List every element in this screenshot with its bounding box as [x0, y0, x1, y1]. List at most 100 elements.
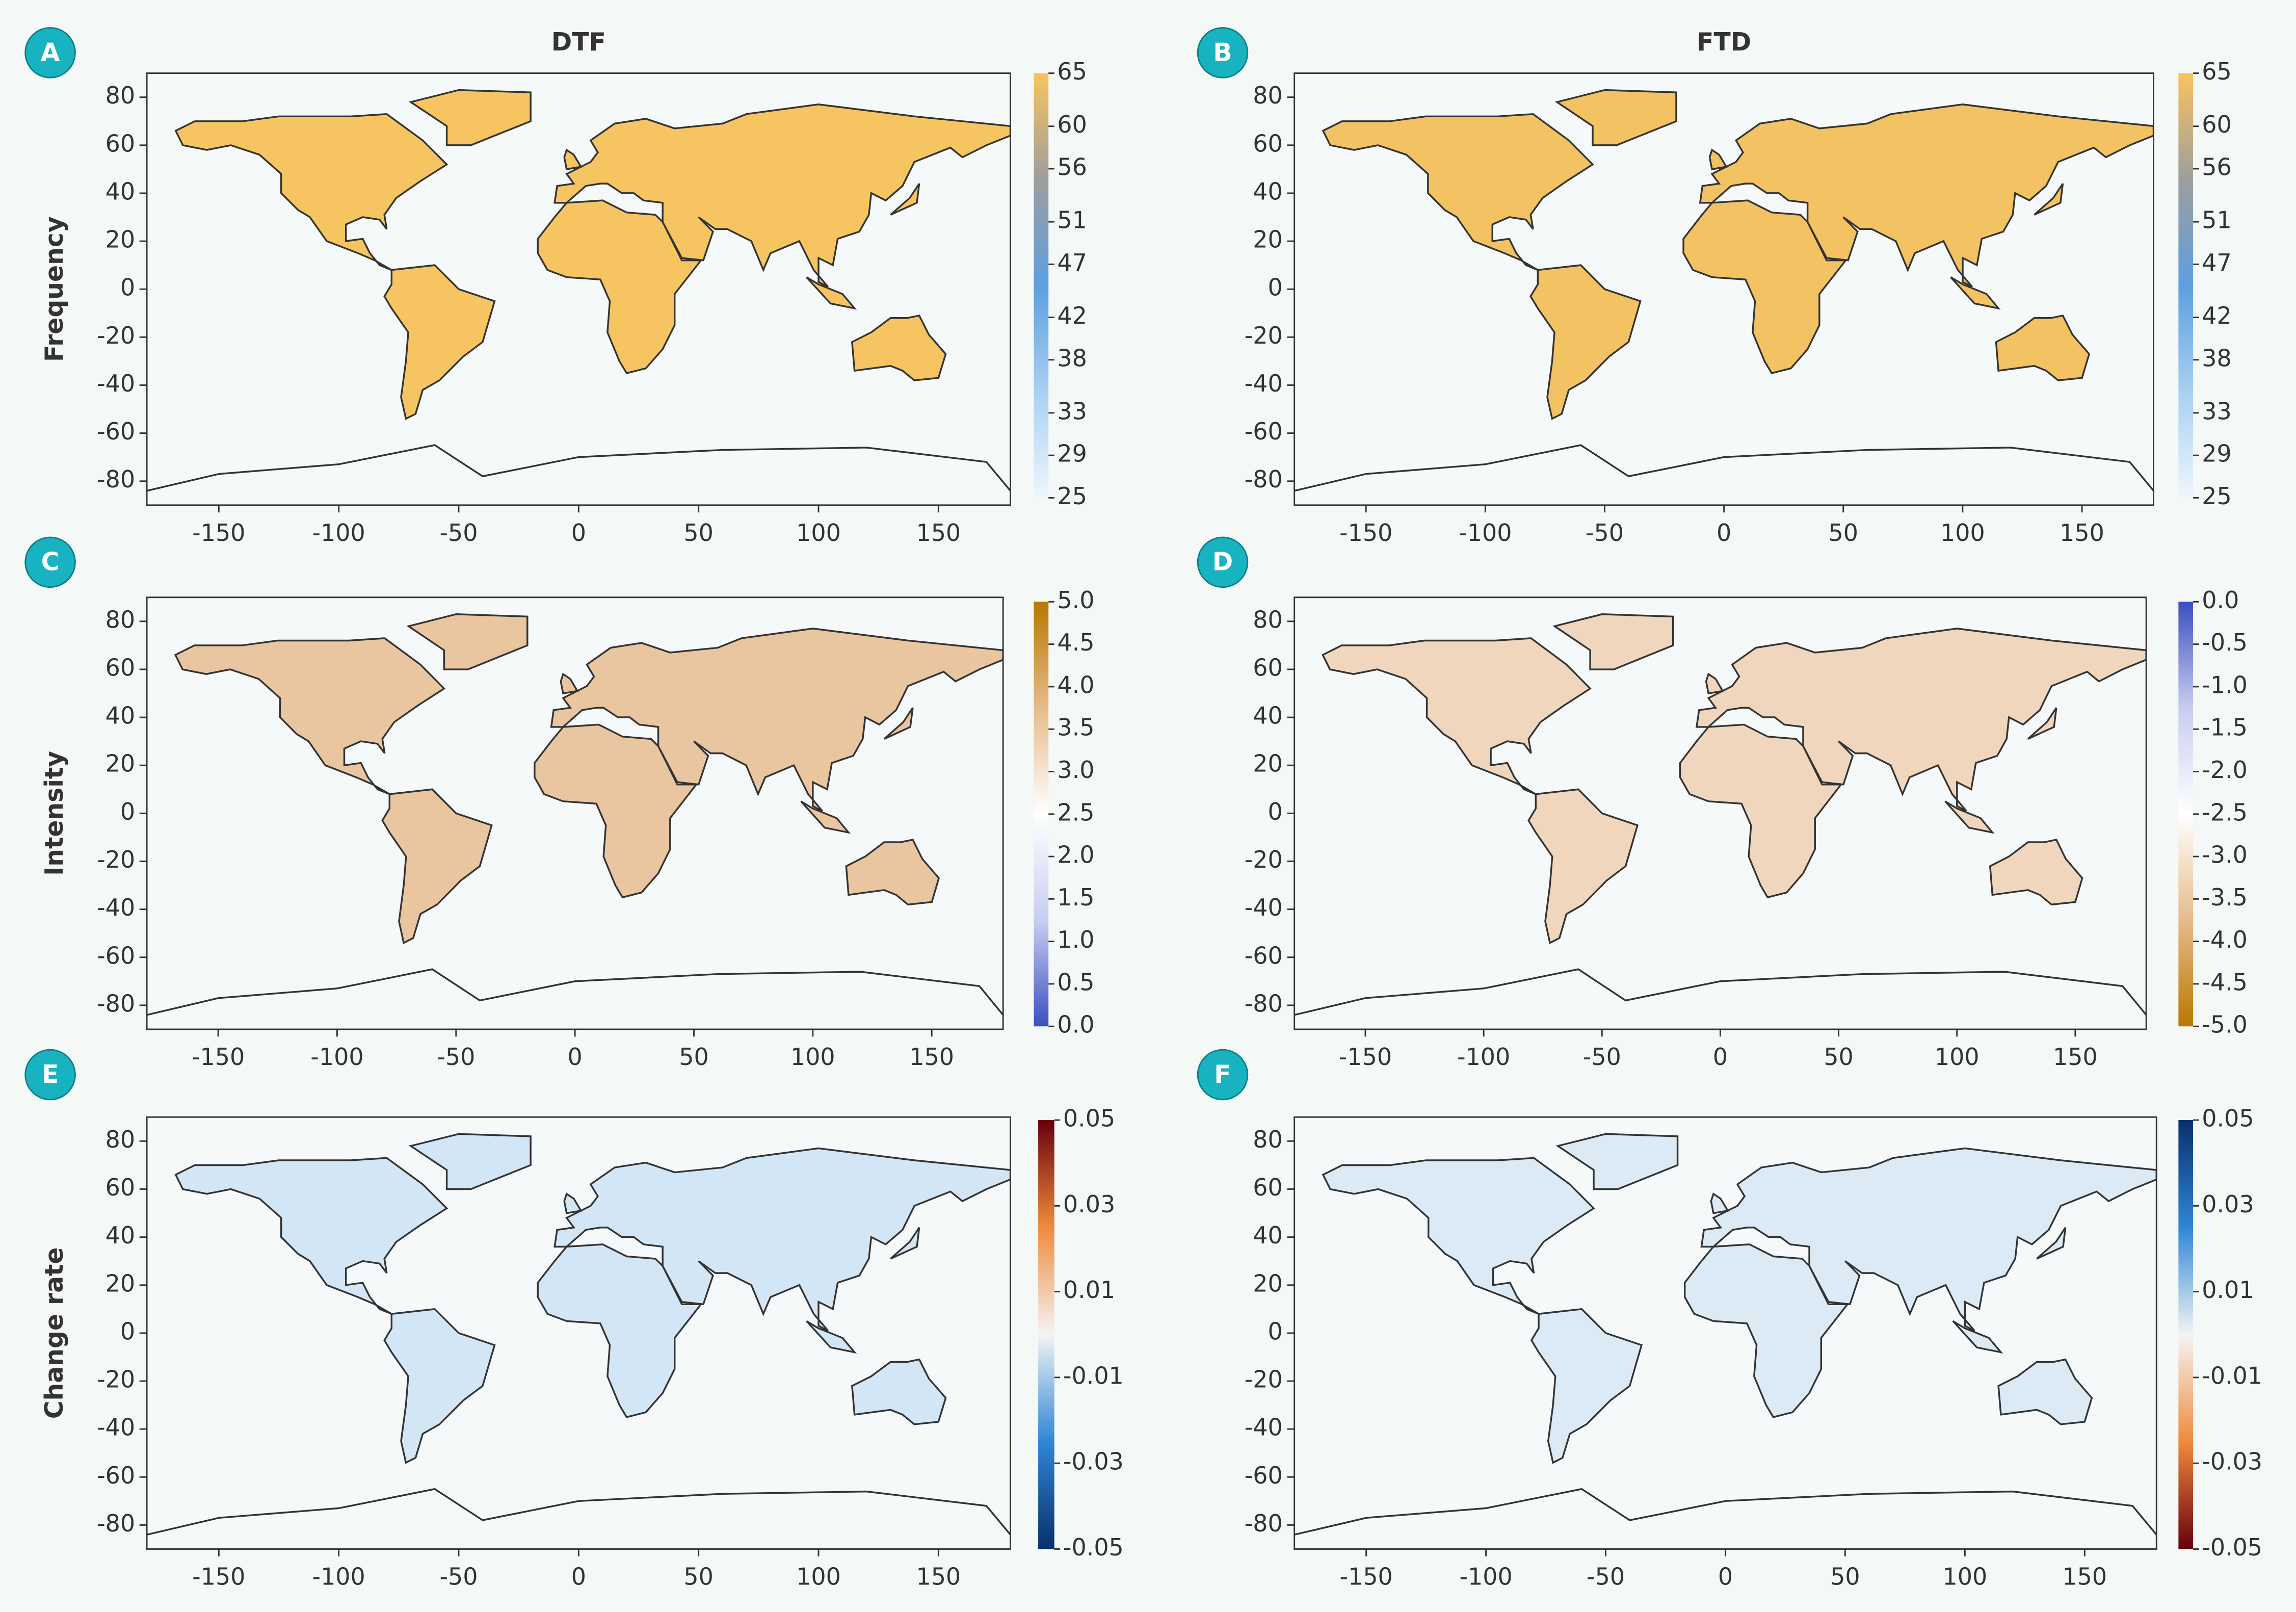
x-tick-label: 50 — [679, 1043, 708, 1071]
colorbar-tick-label: 0.03 — [2202, 1190, 2254, 1218]
colorbar-tick-label: 42 — [2202, 302, 2231, 329]
x-tick-label: -150 — [1339, 1043, 1392, 1071]
y-tick-label: 40 — [105, 1221, 135, 1249]
land — [553, 1147, 1011, 1332]
colorbar-tick-label: 60 — [1057, 111, 1087, 138]
y-tick-label: 80 — [1253, 1126, 1282, 1153]
map — [147, 89, 1011, 492]
panel-label: F — [1214, 1060, 1231, 1089]
x-tick-label: -100 — [1459, 519, 1512, 547]
y-tick-label: -80 — [1245, 990, 1283, 1017]
x-tick-label: 50 — [1830, 1563, 1860, 1590]
x-tick-label: 150 — [909, 1043, 954, 1071]
y-tick-label: -20 — [97, 846, 135, 873]
colorbar-tick-label: 29 — [1057, 440, 1087, 467]
coastline — [1294, 968, 2147, 1016]
colorbar-tick-label: -0.01 — [2202, 1362, 2262, 1389]
land — [1952, 1320, 2003, 1354]
x-tick-label: 50 — [1829, 519, 1858, 547]
x-tick-label: -50 — [439, 1563, 478, 1590]
x-tick-label: 100 — [1943, 1563, 1988, 1590]
x-tick-label: -150 — [1340, 1563, 1393, 1590]
y-tick-label: -60 — [97, 1462, 135, 1489]
colorbar-tick-label: 1.0 — [1057, 926, 1094, 953]
colorbar-tick-label: -2.5 — [2202, 798, 2248, 826]
land — [851, 1358, 947, 1425]
colorbar-tick-label: 0.0 — [2202, 586, 2239, 614]
y-tick-label: -20 — [1245, 846, 1283, 873]
coastline — [1294, 1488, 2157, 1536]
y-tick-label: 60 — [105, 129, 135, 157]
x-tick-label: -100 — [312, 519, 365, 547]
land — [174, 113, 448, 271]
x-tick-label: 0 — [1718, 1563, 1733, 1590]
y-tick-label: 0 — [120, 274, 135, 301]
panel-label: D — [1212, 548, 1233, 577]
colorbar-tick-label: 2.5 — [1057, 798, 1094, 826]
colorbar-tick-label: 51 — [1057, 206, 1087, 234]
land — [2027, 707, 2057, 740]
land — [1555, 1133, 1679, 1190]
land — [1554, 89, 1677, 146]
colorbar-tick-label: 33 — [2202, 397, 2231, 425]
y-tick-label: -40 — [97, 894, 135, 921]
x-tick-label: -150 — [1339, 519, 1392, 547]
panel-title: FTD — [1697, 28, 1751, 57]
land — [1527, 788, 1639, 945]
y-tick-label: -80 — [1245, 1510, 1283, 1537]
colorbar-tick-label: 51 — [2202, 206, 2231, 234]
colorbar-tick-label: 4.0 — [1057, 671, 1094, 698]
land — [1708, 148, 1728, 170]
y-tick-label: 60 — [1253, 1174, 1282, 1201]
x-tick-label: 150 — [916, 519, 961, 547]
y-tick-label: -20 — [1245, 322, 1283, 349]
land — [174, 637, 446, 795]
land — [1552, 613, 1674, 670]
land — [408, 1133, 532, 1190]
land — [1995, 314, 2091, 381]
colorbar-tick-label: -0.03 — [2202, 1448, 2262, 1475]
land — [1530, 1308, 1643, 1464]
colorbar-tick-label: 56 — [1057, 153, 1087, 180]
colorbar — [2178, 1120, 2194, 1549]
x-tick-label: 0 — [571, 519, 586, 547]
land — [383, 264, 496, 420]
x-tick-label: 100 — [790, 1043, 835, 1071]
y-tick-label: -80 — [97, 990, 135, 1017]
colorbar-tick-label: 38 — [2202, 344, 2231, 372]
colorbar-tick-label: 3.0 — [1057, 756, 1094, 784]
colorbar-tick-label: 5.0 — [1057, 586, 1094, 614]
land — [851, 314, 947, 381]
colorbar-tick-label: 3.5 — [1057, 714, 1094, 741]
y-axis-label: Change rate — [40, 1247, 69, 1419]
panel-badge — [24, 536, 76, 588]
colorbar-tick-label: -3.0 — [2202, 841, 2248, 869]
x-tick-label: 50 — [683, 519, 713, 547]
y-tick-label: 0 — [120, 798, 135, 825]
y-tick-label: -20 — [97, 1366, 135, 1393]
y-tick-label: 80 — [105, 82, 135, 109]
x-tick-label: -100 — [312, 1563, 365, 1590]
land — [408, 89, 532, 146]
land — [1710, 1192, 1729, 1214]
y-tick-label: -40 — [1245, 370, 1283, 397]
land — [1705, 672, 1724, 695]
land — [563, 1192, 583, 1214]
land — [1322, 113, 1594, 271]
x-tick-label: 100 — [1935, 1043, 1980, 1071]
colorbar-tick-label: -4.5 — [2202, 968, 2248, 996]
colorbar-tick-label: 1.5 — [1057, 883, 1094, 911]
panel-badge — [1197, 536, 1249, 588]
y-tick-label: 60 — [1253, 654, 1282, 681]
colorbar-tick-label: 25 — [1057, 482, 1087, 510]
y-tick-label: 60 — [105, 1174, 135, 1201]
x-tick-label: 50 — [1824, 1043, 1853, 1071]
y-tick-label: -60 — [97, 942, 135, 969]
panel-label: C — [41, 548, 60, 577]
land — [806, 1320, 857, 1354]
colorbar-tick-label: 2.0 — [1057, 841, 1094, 869]
land — [890, 183, 920, 216]
y-tick-label: 20 — [1253, 226, 1282, 253]
y-tick-label: -40 — [97, 1414, 135, 1441]
